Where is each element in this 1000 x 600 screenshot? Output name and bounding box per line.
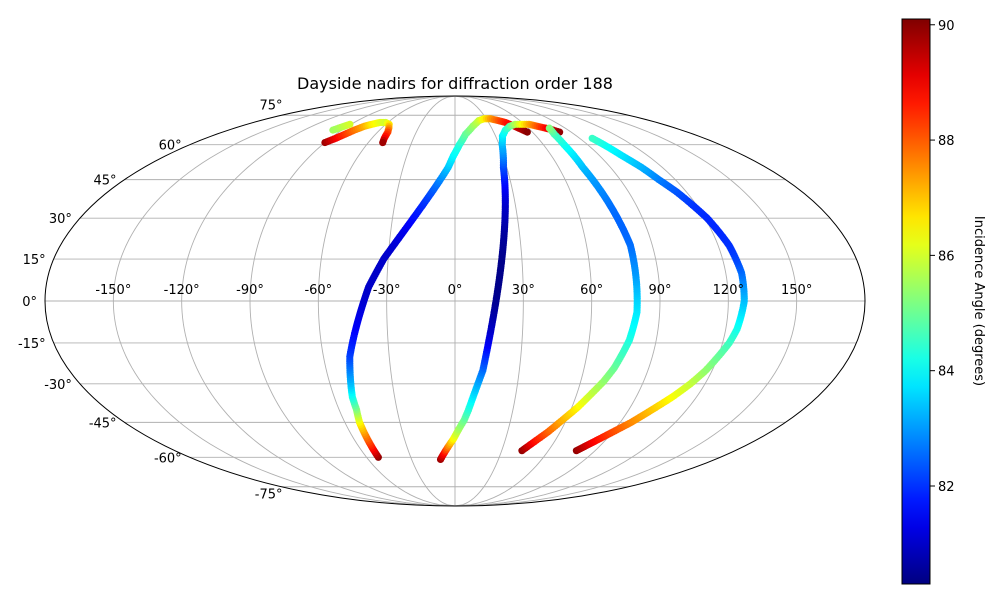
data-points: [321, 115, 748, 464]
colorbar-tick-label: 84: [938, 365, 955, 380]
lon-tick-label: 90°: [648, 283, 671, 298]
lat-tick-label: -30°: [44, 378, 72, 393]
map-boundary: [44, 95, 866, 507]
data-point: [545, 124, 553, 132]
lon-tick-label: -60°: [304, 283, 332, 298]
lon-tick-label: 120°: [713, 283, 744, 298]
lat-tick-label: 0°: [22, 295, 37, 310]
lon-tick-label: -120°: [164, 283, 200, 298]
colorbar-gradient: [901, 18, 931, 585]
data-point: [588, 134, 596, 142]
lat-tick-label: 45°: [94, 174, 117, 189]
lon-grid-line: [454, 96, 593, 506]
data-point: [523, 128, 531, 136]
lat-tick-label: 30°: [49, 212, 72, 227]
colorbar-label: Incidence Angle (degrees): [971, 216, 986, 386]
colorbar-tick-label: 90: [938, 19, 955, 34]
lat-tick-label: 15°: [23, 253, 46, 268]
axis-ticks: -150° -120° -90° -60° -30° 0° 30° 60° 90° 120° 150…: [18, 98, 812, 502]
data-point: [379, 138, 387, 147]
lon-tick-label: 0°: [448, 283, 463, 298]
lon-grid-line: [454, 96, 798, 506]
lat-tick-label: -75°: [255, 488, 283, 503]
lon-tick-label: -30°: [373, 283, 401, 298]
colorbar-ticks: 82 84 86 88 90: [930, 19, 955, 495]
lon-tick-label: 30°: [512, 283, 535, 298]
colorbar-tick-label: 86: [938, 249, 955, 264]
lon-tick-label: -150°: [95, 283, 131, 298]
lon-grid-line: [454, 96, 661, 506]
colorbar: 82 84 86 88 90 Incidence Angle (degrees): [901, 18, 986, 585]
lat-tick-label: -45°: [89, 416, 117, 431]
lat-tick-label: 75°: [259, 98, 282, 113]
lon-grid-line: [317, 96, 456, 506]
lat-tick-label: -60°: [154, 451, 182, 466]
lon-grid-line: [386, 96, 456, 506]
lon-grid-line: [454, 96, 729, 506]
lon-tick-label: 150°: [781, 283, 812, 298]
colorbar-tick-label: 88: [938, 134, 955, 149]
lon-grid-line: [181, 96, 456, 506]
lon-tick-label: 60°: [580, 283, 603, 298]
chart-title: Dayside nadirs for diffraction order 188: [297, 74, 613, 93]
colorbar-tick-label: 82: [938, 480, 955, 495]
data-point: [346, 120, 354, 128]
lon-tick-label: -90°: [236, 283, 264, 298]
lat-tick-label: 60°: [159, 139, 182, 154]
lat-tick-label: -15°: [18, 337, 46, 352]
lon-grid-line: [112, 96, 456, 506]
